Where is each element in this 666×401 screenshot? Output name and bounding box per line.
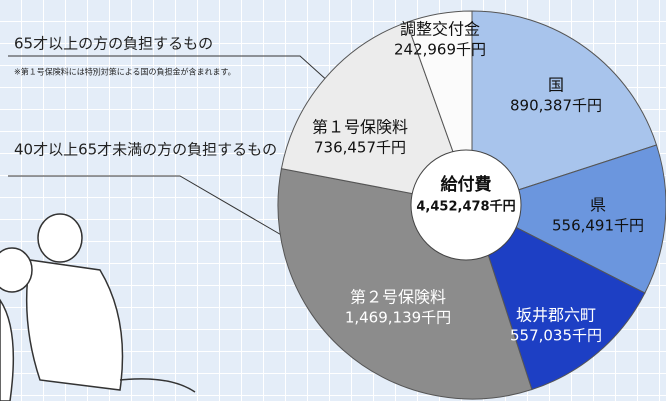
center-title: 給付費 xyxy=(441,174,492,195)
pie-slice xyxy=(471,10,658,206)
value-label: 557,035千円 xyxy=(510,327,602,345)
slice-label: 県 xyxy=(590,196,606,215)
pie-slice xyxy=(471,204,646,391)
center-value: 4,452,478千円 xyxy=(416,199,515,215)
pie-slice xyxy=(470,144,666,294)
slice-label: 坂井郡六町 xyxy=(516,306,596,325)
value-label: 890,387千円 xyxy=(510,97,602,115)
annotation: 40才以上65才未満の方の負担するもの xyxy=(14,141,277,159)
slice-label: 第１号保険料 xyxy=(312,118,408,137)
pie-slice xyxy=(280,21,473,206)
value-label: 242,969千円 xyxy=(394,41,486,59)
value-label: 736,457千円 xyxy=(314,139,406,157)
annotation: 65才以上の方の負担するもの xyxy=(14,35,213,53)
annotation-note: ※第１号保険料には特別対策による国の負担金が含まれます。 xyxy=(14,67,236,77)
value-label: 556,491千円 xyxy=(552,217,644,235)
slice-label: 調整交付金 xyxy=(400,20,480,39)
center-hole xyxy=(410,149,522,261)
value-label: 1,469,139千円 xyxy=(345,309,451,327)
slice-label: 第２号保険料 xyxy=(350,288,446,307)
slice-label: 国 xyxy=(548,76,564,95)
